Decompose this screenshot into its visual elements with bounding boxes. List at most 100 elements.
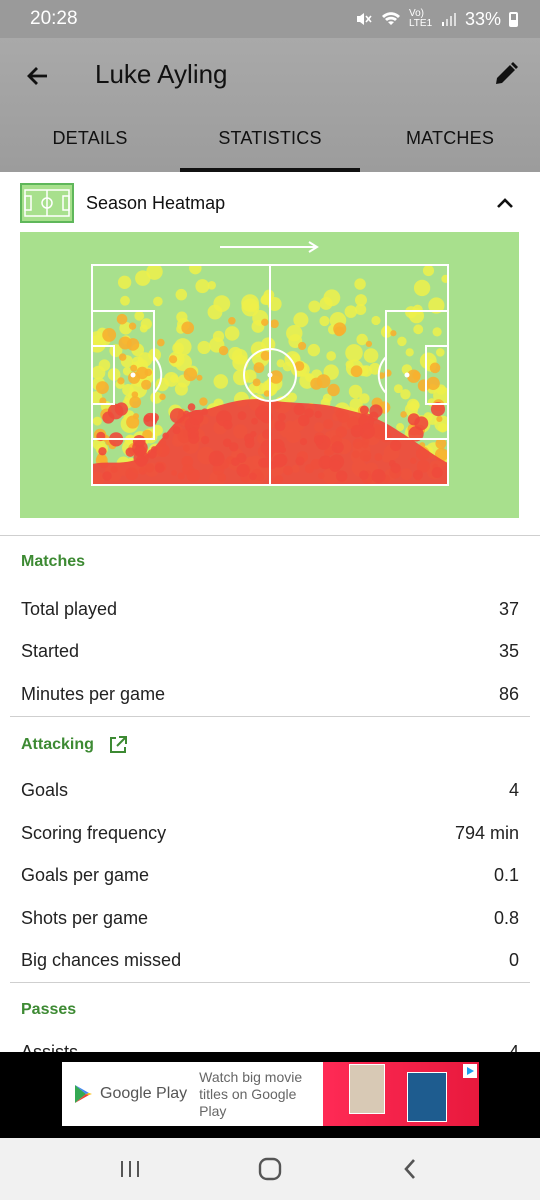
edit-button[interactable] [486, 54, 526, 94]
tab-statistics[interactable]: STATISTICS [180, 114, 360, 172]
ad-choices-icon[interactable] [463, 1064, 477, 1078]
penalty-spot-right [404, 372, 410, 378]
ad-area: Google Play Watch big movie titles on Go… [0, 1052, 540, 1138]
stat-row-shots-per-game: Shots per game 0.8 [21, 898, 519, 938]
heat-blob [187, 403, 196, 411]
heat-blob [369, 362, 381, 375]
heat-blob [122, 366, 132, 376]
heat-blob [188, 410, 204, 425]
stat-value: 0.8 [493, 907, 519, 928]
ad-banner[interactable]: Google Play Watch big movie titles on Go… [62, 1062, 479, 1126]
heat-blob [428, 297, 445, 314]
heat-blob [277, 413, 286, 422]
ad-copy: Watch big movie titles on Google Play [199, 1068, 303, 1119]
heat-blob [405, 348, 414, 357]
heat-blob [218, 345, 229, 356]
heat-blob [125, 447, 135, 457]
heat-blob [120, 295, 130, 306]
chevron-up-icon [497, 198, 513, 208]
recent-apps-icon [121, 1161, 139, 1177]
heat-blob [426, 376, 440, 390]
heat-blob [159, 393, 166, 401]
heat-blob [260, 295, 270, 305]
heat-blob [371, 315, 381, 326]
season-heatmap [20, 232, 519, 518]
heat-blob [117, 275, 132, 290]
stat-row-big-chances-missed: Big chances missed 0 [21, 940, 519, 980]
heat-blob [119, 321, 133, 335]
section-divider [0, 535, 540, 536]
home-button[interactable] [240, 1144, 300, 1194]
heat-blob [222, 438, 232, 448]
heat-blob [413, 324, 424, 335]
heat-blob [107, 403, 124, 420]
heat-blob [260, 350, 271, 361]
stat-label: Assists [21, 1041, 79, 1053]
stat-label: Total played [21, 598, 118, 619]
heat-blob [208, 450, 225, 467]
back-nav-button[interactable] [380, 1144, 440, 1194]
tab-details[interactable]: DETAILS [52, 128, 128, 148]
stat-row-goals-per-game: Goals per game 0.1 [21, 855, 519, 895]
heat-blob [150, 446, 158, 453]
heat-blob [267, 297, 282, 312]
heat-blob [354, 278, 366, 290]
penalty-spot-left [130, 372, 136, 378]
centre-spot [267, 372, 273, 378]
heat-blob [244, 438, 255, 449]
heat-blob [129, 396, 142, 409]
statistics-content[interactable]: Season Heatmap [0, 172, 540, 1052]
heat-blob [350, 424, 364, 438]
open-external-icon[interactable] [108, 735, 128, 755]
heat-blob [293, 403, 305, 416]
heat-blob [276, 359, 285, 368]
heat-blob [253, 362, 265, 374]
heat-blob [134, 310, 145, 321]
pitch-icon [20, 183, 74, 223]
heat-blob [251, 417, 258, 425]
heat-blob [228, 346, 243, 361]
clock: 20:28 [30, 8, 78, 29]
back-button[interactable] [18, 56, 58, 96]
heat-blob [441, 274, 448, 283]
movie-poster [407, 1072, 447, 1122]
tab-matches[interactable]: MATCHES [405, 128, 495, 148]
heat-blob [144, 368, 153, 377]
heat-blob [359, 393, 370, 404]
heat-blob [102, 327, 117, 342]
heat-blob [279, 446, 287, 454]
heat-blob [153, 296, 163, 307]
heatmap-title: Season Heatmap [86, 192, 226, 213]
stat-label: Minutes per game [21, 683, 166, 704]
heat-blob [293, 312, 309, 328]
heat-blob [304, 408, 314, 418]
heat-blob [98, 447, 107, 456]
recent-apps-button[interactable] [100, 1144, 160, 1194]
heat-blob [369, 404, 383, 418]
heat-blob [414, 416, 429, 431]
heat-blob [146, 265, 163, 280]
heat-blob [251, 320, 265, 333]
heat-blob [201, 408, 209, 415]
heat-blob [412, 371, 421, 380]
heat-blob [355, 303, 367, 316]
heat-blob [130, 364, 138, 372]
heat-blob [224, 326, 240, 341]
heat-blob [430, 402, 446, 417]
heat-blob [255, 405, 271, 421]
heat-blob [400, 389, 411, 400]
stat-value: 0 [508, 949, 519, 970]
heat-blob [213, 374, 229, 389]
collapse-button[interactable] [490, 188, 520, 218]
heatmap-header[interactable]: Season Heatmap [20, 182, 520, 224]
heat-blob [345, 360, 354, 369]
heat-blob [137, 352, 153, 367]
section-title-attacking[interactable]: Attacking [21, 735, 128, 755]
heat-blob [286, 325, 303, 342]
app-header: Luke Ayling DETAILS STATISTICS MATCHES [0, 38, 540, 172]
heat-blob [295, 456, 305, 466]
heat-blob [316, 374, 331, 389]
heat-blob [261, 318, 269, 326]
battery-icon [509, 11, 518, 27]
